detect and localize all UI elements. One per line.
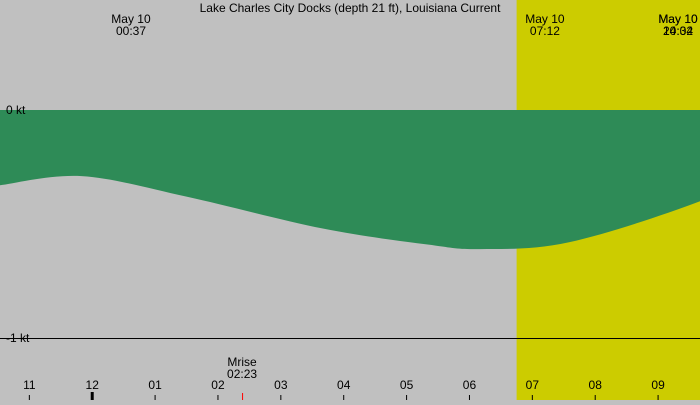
top-label-time: 14:02 xyxy=(663,24,693,38)
hour-tick-label: 02 xyxy=(211,378,225,392)
hour-tick-label: 04 xyxy=(337,378,351,392)
hour-tick-labels: 1112010203040506070809101112010203040506… xyxy=(23,378,665,400)
hour-tick-label: 12 xyxy=(86,378,100,392)
moon-label-time: 02:23 xyxy=(227,367,257,381)
hour-tick-label: 08 xyxy=(589,378,603,392)
y-tick-label: 0 kt xyxy=(6,103,26,117)
top-label-date: May 10 xyxy=(658,12,698,26)
top-label-time: 07:12 xyxy=(530,24,560,38)
hour-tick-label: 01 xyxy=(148,378,162,392)
moon-label-name: Mrise xyxy=(227,355,257,369)
top-label-time: 00:37 xyxy=(116,24,146,38)
y-axis-labels: 0 kt -1 kt xyxy=(6,103,30,345)
top-label-date: May 10 xyxy=(525,12,565,26)
hour-tick-label: 06 xyxy=(463,378,477,392)
current-area-series xyxy=(0,110,700,250)
hour-tick-label: 05 xyxy=(400,378,414,392)
top-label-time: 20:34 xyxy=(663,24,693,38)
top-label-date: May 10 xyxy=(658,12,698,26)
top-label-date: May 10 xyxy=(111,12,151,26)
y-tick-label: -1 kt xyxy=(6,331,30,345)
hour-tick-label: 07 xyxy=(526,378,540,392)
hour-tick-label: 09 xyxy=(651,378,665,392)
chart-title: Lake Charles City Docks (depth 21 ft), L… xyxy=(200,1,501,15)
hour-tick-label: 03 xyxy=(274,378,288,392)
hour-tick-label: 11 xyxy=(23,378,36,392)
